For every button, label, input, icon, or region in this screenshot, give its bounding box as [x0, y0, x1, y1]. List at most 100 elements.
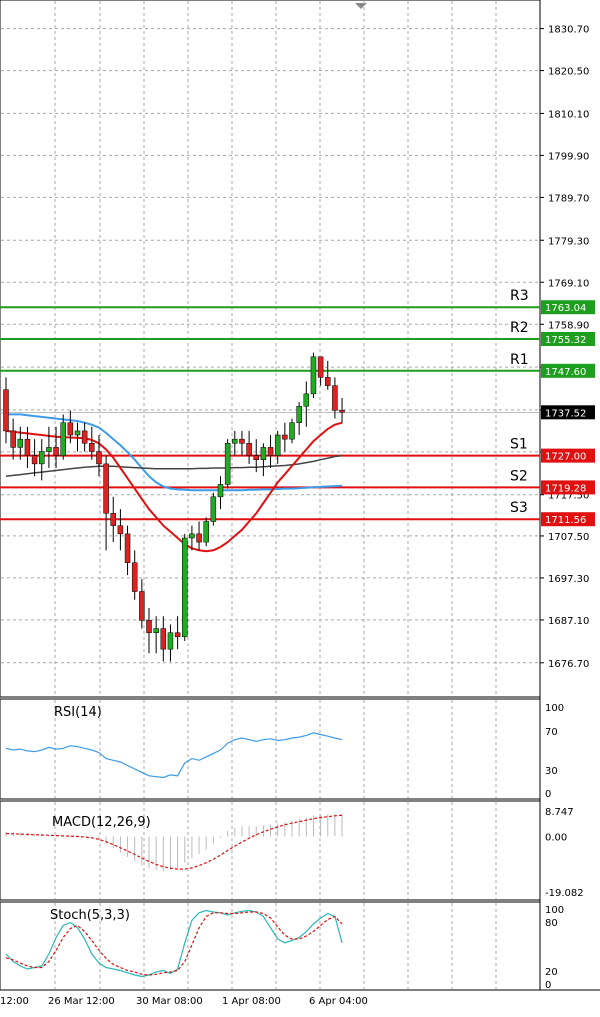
level-tag-s2 — [541, 480, 595, 495]
ma-blue-line — [6, 413, 343, 492]
macd-pane — [0, 800, 541, 901]
candle-body-38 — [274, 434, 281, 456]
candle-body-0 — [3, 389, 9, 432]
price-tick-label: 1820.50 — [548, 67, 589, 78]
candle-body-17 — [124, 533, 131, 563]
level-tag-label-r2: 1755.32 — [545, 335, 586, 346]
candle-body-19 — [139, 591, 145, 621]
stoch-d-line — [5, 911, 343, 976]
candle-body-8 — [60, 422, 66, 456]
candle-body-24 — [174, 632, 181, 638]
rsi-title: RSI(14) — [54, 705, 102, 720]
level-name-s1: S1 — [510, 437, 528, 453]
level-tag-r2 — [541, 332, 595, 347]
level-tag-r1 — [541, 363, 595, 378]
price-tick-label: 1779.30 — [548, 236, 589, 247]
macd-tick-label: 8.747 — [545, 807, 574, 818]
x-label-2: 30 Mar 08:00 — [136, 996, 203, 1007]
level-tag-label-s1: 1727.00 — [545, 452, 586, 463]
candle-body-36 — [260, 447, 267, 460]
candle-body-47 — [339, 410, 345, 413]
candle-body-2 — [17, 438, 24, 448]
candle-body-20 — [146, 620, 152, 633]
candle-body-33 — [239, 438, 245, 444]
candle-body-6 — [46, 447, 52, 452]
price-axis: 1830.70 1820.50 1810.10 1799.90 1789.70 1779.… — [540, 25, 589, 991]
candle-body-18 — [131, 562, 138, 592]
x-label-4: 6 Apr 04:00 — [309, 996, 368, 1007]
price-tick-label: 1810.10 — [548, 109, 589, 120]
current-price-label: 1737.52 — [545, 408, 586, 419]
candle-body-16 — [117, 525, 124, 535]
candle-body-30 — [217, 484, 224, 498]
level-name-r3: R3 — [510, 288, 529, 304]
candle-body-13 — [96, 451, 102, 465]
price-tick-label: 1799.90 — [548, 151, 589, 162]
level-name-s3: S3 — [510, 500, 528, 516]
candle-body-22 — [160, 628, 167, 650]
level-tag-s1 — [541, 448, 595, 463]
candle-body-37 — [267, 447, 274, 456]
stoch-tick-label: 20 — [545, 967, 558, 978]
indicator-series — [5, 732, 343, 978]
level-name-r1: R1 — [510, 352, 529, 368]
price-tick-label: 1676.70 — [548, 659, 589, 670]
candle-body-15 — [110, 513, 116, 526]
candle-body-21 — [153, 628, 159, 633]
candle-body-28 — [203, 521, 209, 543]
x-label-1: 26 Mar 12:00 — [48, 996, 115, 1007]
price-tick-label: 1687.10 — [548, 616, 589, 627]
candle-body-26 — [189, 533, 195, 539]
level-tag-label-r1: 1747.60 — [545, 367, 586, 378]
candle-body-9 — [67, 422, 74, 436]
candle-body-11 — [81, 430, 88, 444]
macd-tick-label: 0.00 — [545, 832, 567, 843]
candle-body-5 — [39, 451, 45, 465]
ma-dark-line — [5, 454, 343, 477]
x-label-0: 12:00 — [0, 996, 29, 1007]
candle-body-32 — [232, 438, 238, 444]
price-tick-label: 1717.50 — [548, 491, 589, 502]
candle-body-14 — [103, 463, 109, 514]
price-tick-label: 1789.70 — [548, 193, 589, 204]
candle-body-27 — [196, 533, 202, 543]
candle-body-34 — [246, 443, 252, 456]
candle-body-3 — [24, 438, 31, 456]
price-tick-label: 1758.90 — [548, 320, 589, 331]
stoch-tick-label: 80 — [545, 918, 558, 929]
level-name-r2: R2 — [510, 320, 529, 336]
rsi-tick-label: 30 — [545, 766, 558, 777]
level-tag-label-s3: 1711.56 — [545, 515, 586, 526]
rsi-tick-label: 100 — [545, 703, 564, 714]
rsi-tick-label: 70 — [545, 727, 558, 738]
level-tag-s3 — [541, 512, 595, 527]
scroll-marker-icon[interactable] — [355, 3, 367, 9]
rsi-line — [5, 732, 343, 779]
candle-body-39 — [282, 434, 288, 440]
support-resistance-levels: R3 R2 R1 S1 S2 S3 — [0, 288, 540, 521]
rsi-tick-label: 0 — [545, 789, 551, 800]
grid-lines — [1, 1, 539, 989]
candle-body-12 — [89, 443, 95, 452]
level-tag-label-s2: 1719.28 — [545, 483, 586, 494]
stoch-tick-label: 100 — [545, 905, 564, 916]
candle-body-1 — [10, 430, 16, 448]
candle-body-41 — [296, 405, 302, 423]
price-tick-label: 1830.70 — [548, 25, 589, 36]
candle-body-7 — [53, 447, 59, 456]
stoch-tick-label: 0 — [545, 980, 551, 991]
stoch-title: Stoch(5,3,3) — [50, 908, 130, 923]
candle-body-31 — [224, 443, 231, 485]
candle-body-42 — [303, 393, 310, 407]
candle-body-25 — [182, 537, 188, 638]
candle-body-35 — [253, 455, 259, 460]
level-name-s2: S2 — [510, 468, 528, 484]
level-tag-label-r3: 1763.04 — [545, 303, 586, 314]
price-tick-label: 1769.10 — [548, 278, 589, 289]
macd-signal-line — [5, 814, 343, 870]
price-tick-label: 1707.50 — [548, 532, 589, 543]
current-price-tag — [541, 405, 595, 420]
candle-body-10 — [74, 430, 81, 436]
candle-body-45 — [325, 377, 331, 386]
